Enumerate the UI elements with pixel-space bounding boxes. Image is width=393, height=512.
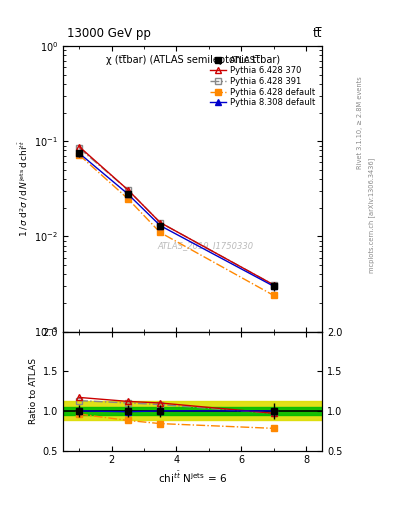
Y-axis label: $1\,/\,\sigma\;\mathrm{d}^2\sigma\,/\,\mathrm{d}\,N^{\mathrm{jets}}\,\mathrm{d}\: $1\,/\,\sigma\;\mathrm{d}^2\sigma\,/\,\m… [16, 140, 30, 237]
Legend: ATLAS, Pythia 6.428 370, Pythia 6.428 391, Pythia 6.428 default, Pythia 8.308 de: ATLAS, Pythia 6.428 370, Pythia 6.428 39… [207, 53, 318, 110]
Text: ATLAS_2019_I1750330: ATLAS_2019_I1750330 [158, 242, 253, 250]
X-axis label: chi$^{t\bar{t}}$ N$^{\mathrm{jets}}$ = 6: chi$^{t\bar{t}}$ N$^{\mathrm{jets}}$ = 6 [158, 470, 227, 485]
Text: mcplots.cern.ch [arXiv:1306.3436]: mcplots.cern.ch [arXiv:1306.3436] [368, 157, 375, 273]
Text: χ (tt̅bar) (ATLAS semileptonic tt̅bar): χ (tt̅bar) (ATLAS semileptonic tt̅bar) [105, 55, 280, 65]
Y-axis label: Ratio to ATLAS: Ratio to ATLAS [29, 358, 39, 424]
Text: tt̅: tt̅ [313, 27, 322, 40]
Text: 13000 GeV pp: 13000 GeV pp [67, 27, 151, 40]
Text: Rivet 3.1.10, ≥ 2.8M events: Rivet 3.1.10, ≥ 2.8M events [356, 76, 363, 169]
